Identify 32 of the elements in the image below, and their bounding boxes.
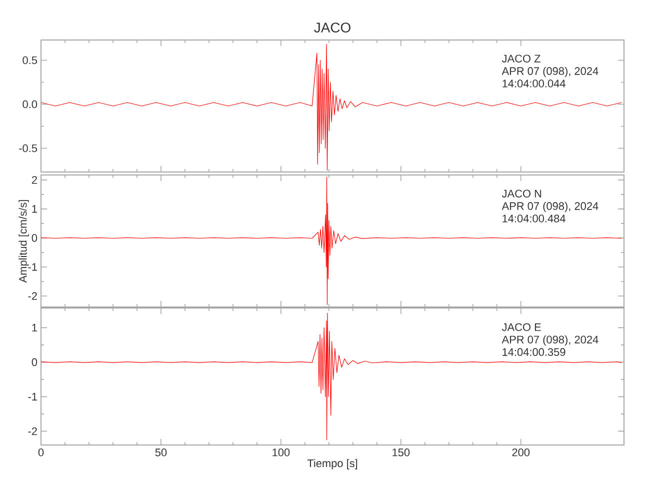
x-tick-label: 50 [155, 448, 167, 456]
line-series [41, 176, 622, 305]
y-tick-label: 0.5 [22, 56, 38, 64]
annotation: APR 07 (098), 2024 [502, 202, 598, 212]
annotation: APR 07 (098), 2024 [502, 66, 598, 78]
y-tick-label: -2 [28, 427, 37, 436]
y-tick-label: 0 [32, 234, 38, 242]
annotation: JACO Z [502, 54, 540, 62]
y-tick-label: 0.0 [22, 100, 38, 108]
line-series [41, 44, 622, 171]
x-axis-title: Tiempo [s] [307, 459, 358, 470]
y-tick-label: 1 [32, 205, 37, 213]
x-tick-label: 150 [392, 448, 410, 456]
y-tick-label: -2 [28, 292, 37, 300]
annotation: JACO N [502, 190, 542, 198]
x-tick-label: 200 [512, 448, 530, 456]
y-tick-label: -0.5 [19, 144, 38, 152]
y-tick-label: -1 [28, 263, 37, 271]
y-axis-title: Amplitud [cm/s/s] [18, 200, 29, 283]
y-tick-label: 2 [32, 176, 37, 184]
y-tick-label: 1 [32, 324, 37, 332]
y-tick-label: 0 [32, 358, 38, 366]
annotation: 14:04:00.044 [502, 80, 566, 88]
annotation: JACO E [502, 323, 541, 332]
annotation: 14:04:00.359 [502, 348, 566, 356]
annotation: APR 07 (098), 2024 [502, 335, 598, 346]
y-tick-label: -1 [28, 392, 37, 400]
annotation: 14:04:00.484 [502, 214, 566, 222]
line-series [41, 312, 622, 440]
x-tick-label: 100 [272, 448, 290, 456]
chart-title: JACO [314, 22, 350, 33]
x-tick-label: 0 [38, 448, 44, 456]
